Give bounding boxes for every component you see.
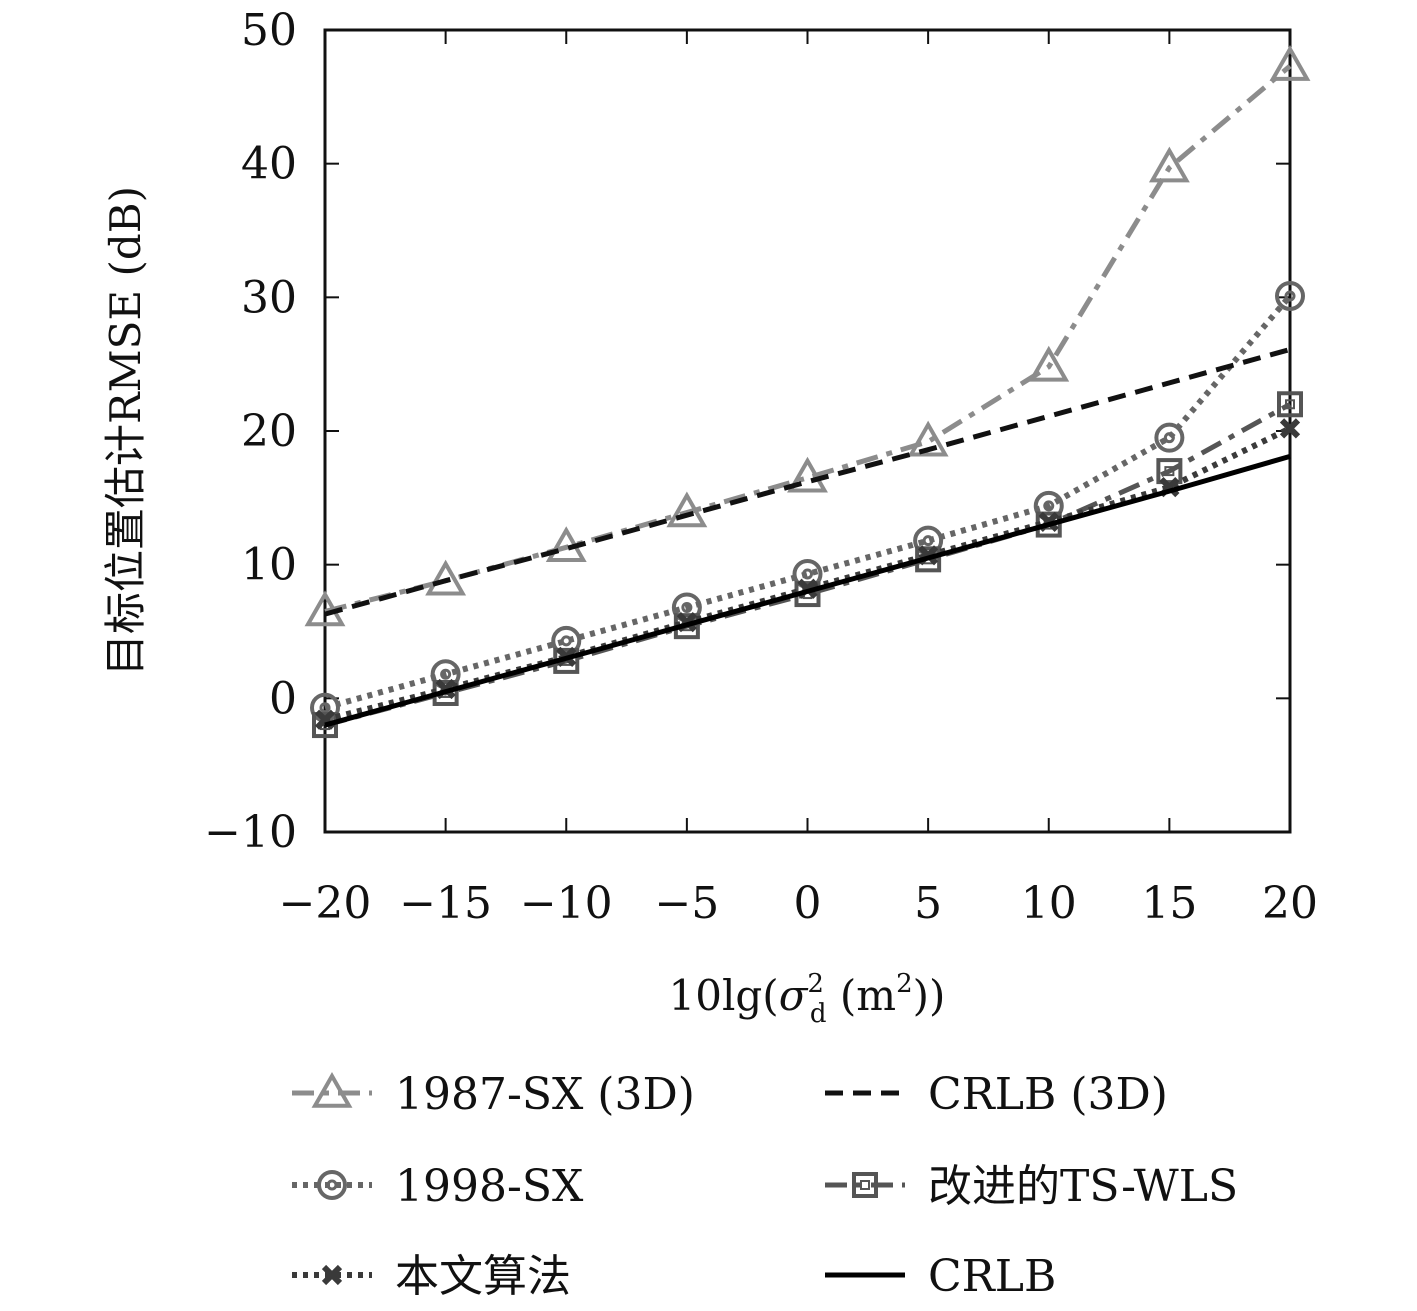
data-point-inner	[802, 568, 813, 580]
legend-item: 改进的TS-WLS	[825, 1161, 1238, 1212]
x-label-unit: (m	[827, 971, 897, 1020]
y-tick-label: −10	[204, 807, 297, 858]
legend-label: CRLB	[928, 1251, 1056, 1302]
x-tick-label: 20	[1262, 878, 1318, 929]
data-point-inner	[1164, 466, 1175, 477]
series-line	[324, 347, 1291, 617]
legend-marker-inner	[326, 1179, 338, 1191]
data-point-inner	[560, 635, 572, 647]
series-layer	[304, 45, 1311, 739]
series-1	[324, 347, 1291, 617]
data-point	[1148, 146, 1190, 183]
data-point	[1154, 422, 1185, 453]
y-tick-label: 40	[241, 139, 297, 190]
legend-marker-inner	[860, 1180, 870, 1190]
legend-label: 1987-SX (3D)	[395, 1069, 695, 1120]
legend-marker	[321, 1264, 343, 1286]
data-point	[312, 712, 338, 739]
series-2	[310, 280, 1305, 723]
legend-item: CRLB (3D)	[825, 1069, 1168, 1120]
data-point-inner	[922, 535, 934, 547]
data-point-inner	[1284, 290, 1296, 302]
y-tick-label: 50	[241, 5, 297, 56]
data-point	[1275, 280, 1305, 311]
legend: 1987-SX (3D) CRLB (3D) 1998-SX 改进的TS-WLS 本文算…	[292, 1069, 1238, 1302]
x-label-close: ))	[913, 971, 946, 1020]
x-tick-label: −10	[520, 878, 613, 929]
legend-marker	[852, 1172, 878, 1198]
x-label-sigma: σ	[779, 971, 809, 1020]
series-5	[324, 453, 1291, 728]
plot-frame	[323, 28, 1292, 834]
data-point	[666, 491, 708, 528]
y-tick-label: 30	[241, 272, 297, 323]
x-label-sub: d	[810, 999, 827, 1029]
data-point-inner	[440, 668, 452, 680]
data-point-inner	[681, 601, 693, 613]
data-point	[1269, 45, 1311, 81]
series-line	[324, 64, 1292, 614]
data-point-inner	[1285, 399, 1295, 410]
series-line	[324, 402, 1292, 728]
x-label-sup: 2	[807, 969, 824, 999]
x-axis-label: 10lg(σ2 d (m2))	[669, 969, 946, 1029]
data-point	[1028, 345, 1070, 382]
data-point	[787, 456, 828, 493]
data-point	[907, 420, 949, 457]
data-point	[425, 559, 467, 596]
series-line	[324, 294, 1293, 711]
data-point-inner	[319, 702, 331, 714]
legend-marker	[311, 1071, 353, 1108]
x-tick-label: 10	[1021, 878, 1077, 929]
legend-label: 改进的TS-WLS	[928, 1161, 1238, 1212]
y-tick-label: 0	[269, 673, 297, 724]
data-point	[1279, 418, 1301, 439]
x-tick-label: 0	[794, 878, 822, 929]
y-tick-label: 10	[241, 540, 297, 591]
x-label-unit-sup: 2	[896, 969, 913, 999]
legend-item: 本文算法	[292, 1251, 571, 1302]
series-0	[304, 45, 1311, 627]
legend-label: 1998-SX	[395, 1161, 584, 1212]
x-tick-label: −20	[279, 878, 372, 929]
x-tick-label: −15	[399, 878, 492, 929]
x-tick-label: 5	[914, 878, 942, 929]
ticks: −20 −15 −10 −5 0 5 10 15 20 −10 0 10 20 30 40 50	[204, 5, 1318, 929]
x-label-prefix: 10lg(	[669, 971, 779, 1020]
legend-marker	[317, 1170, 347, 1200]
legend-item: CRLB	[825, 1251, 1056, 1302]
x-tick-label: 15	[1141, 878, 1197, 929]
data-point-inner	[1043, 500, 1055, 512]
data-point	[1277, 391, 1303, 418]
y-axis-label: 目标位置估计RMSE (dB)	[101, 186, 150, 676]
x-tick-label: −5	[654, 878, 719, 929]
legend-item: 1998-SX	[292, 1161, 584, 1212]
data-point	[1156, 458, 1183, 485]
legend-label: CRLB (3D)	[928, 1069, 1168, 1120]
legend-label: 本文算法	[395, 1251, 571, 1302]
series-line	[324, 453, 1291, 728]
data-point-inner	[1163, 432, 1175, 444]
y-tick-label: 20	[241, 406, 297, 457]
legend-item: 1987-SX (3D)	[292, 1069, 695, 1120]
